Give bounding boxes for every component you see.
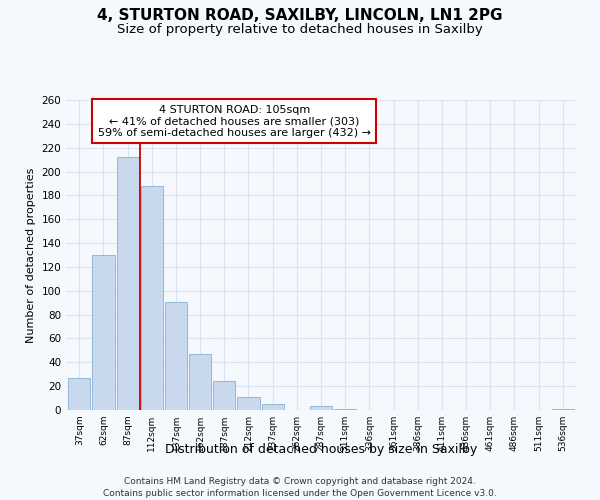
- Text: 4, STURTON ROAD, SAXILBY, LINCOLN, LN1 2PG: 4, STURTON ROAD, SAXILBY, LINCOLN, LN1 2…: [97, 8, 503, 22]
- Text: Contains HM Land Registry data © Crown copyright and database right 2024.: Contains HM Land Registry data © Crown c…: [124, 478, 476, 486]
- Y-axis label: Number of detached properties: Number of detached properties: [26, 168, 36, 342]
- Bar: [140, 186, 163, 410]
- Text: Distribution of detached houses by size in Saxilby: Distribution of detached houses by size …: [165, 442, 477, 456]
- Bar: [92, 255, 115, 410]
- Text: 4 STURTON ROAD: 105sqm
← 41% of detached houses are smaller (303)
59% of semi-de: 4 STURTON ROAD: 105sqm ← 41% of detached…: [98, 104, 371, 138]
- Bar: [310, 406, 332, 410]
- Bar: [116, 157, 139, 410]
- Bar: [238, 397, 260, 410]
- Bar: [165, 302, 187, 410]
- Bar: [189, 354, 211, 410]
- Bar: [68, 378, 91, 410]
- Text: Contains public sector information licensed under the Open Government Licence v3: Contains public sector information licen…: [103, 489, 497, 498]
- Bar: [262, 404, 284, 410]
- Bar: [334, 409, 356, 410]
- Bar: [213, 382, 235, 410]
- Bar: [551, 409, 574, 410]
- Text: Size of property relative to detached houses in Saxilby: Size of property relative to detached ho…: [117, 22, 483, 36]
